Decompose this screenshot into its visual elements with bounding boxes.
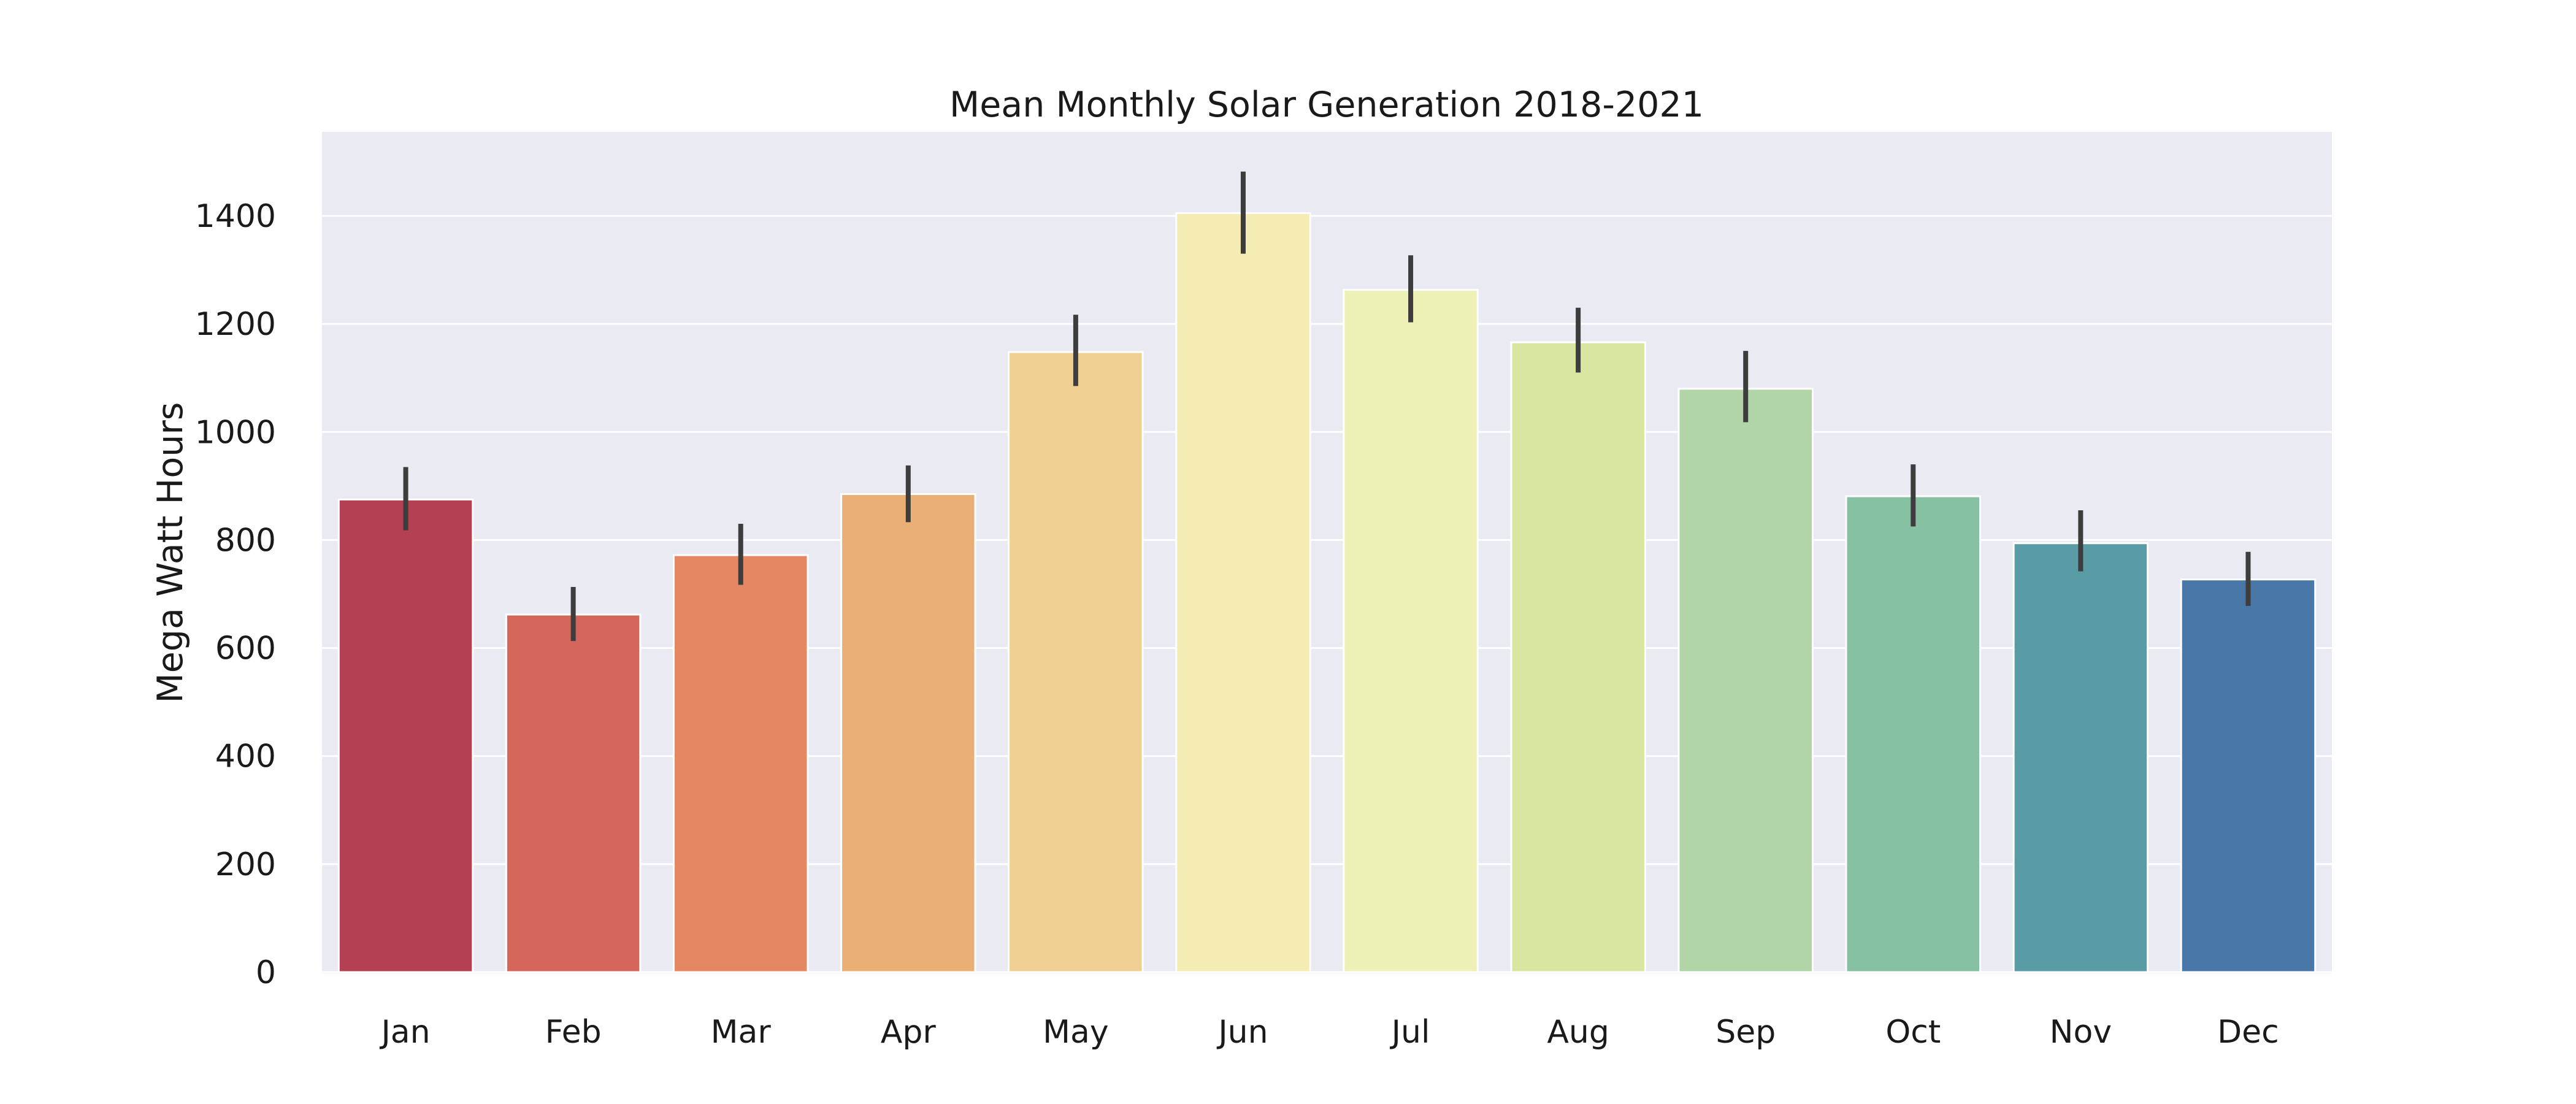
bar-sep — [1677, 388, 1814, 973]
y-tick-label: 600 — [215, 631, 276, 667]
x-tick-label: Mar — [711, 1014, 772, 1051]
y-tick-label: 1200 — [195, 306, 276, 343]
x-tick-labels: Jan Feb Mar Apr May Jun Jul Aug Sep Oct Nov Dec — [379, 1014, 2279, 1051]
bar-apr — [840, 493, 976, 973]
x-tick-label: Jun — [1216, 1014, 1268, 1051]
plot-area — [322, 132, 2332, 973]
bar-jan — [337, 498, 474, 973]
bar-dec — [2180, 578, 2317, 973]
x-tick-label: Jan — [379, 1014, 430, 1051]
y-tick-label: 1400 — [195, 198, 276, 235]
x-tick-label: Apr — [881, 1014, 937, 1051]
x-tick-label: Feb — [545, 1014, 602, 1051]
bar-oct — [1845, 495, 1982, 973]
bar-nov — [2012, 542, 2149, 973]
x-tick-label: Sep — [1715, 1014, 1776, 1051]
y-tick-label: 800 — [215, 522, 276, 559]
grid-lines — [322, 215, 2332, 973]
x-tick-label: Oct — [1885, 1014, 1941, 1051]
y-tick-labels: 0 200 400 600 800 1000 1200 1400 — [195, 198, 276, 991]
bar-mar — [672, 554, 809, 973]
x-tick-label: Dec — [2217, 1014, 2279, 1051]
x-tick-label: Nov — [2050, 1014, 2112, 1051]
bar-jul — [1343, 289, 1479, 973]
y-tick-label: 200 — [215, 846, 276, 883]
x-tick-label: Jul — [1390, 1014, 1430, 1051]
bar-feb — [505, 613, 642, 973]
bar-aug — [1510, 341, 1646, 973]
x-tick-label: Aug — [1547, 1014, 1609, 1051]
x-tick-label: May — [1043, 1014, 1109, 1051]
y-tick-label: 0 — [256, 954, 276, 991]
y-tick-label: 1000 — [195, 414, 276, 451]
y-axis-label: Mega Watt Hours — [150, 402, 191, 703]
y-tick-label: 400 — [215, 738, 276, 775]
chart-title: Mean Monthly Solar Generation 2018-2021 — [949, 85, 1704, 125]
bar-jun — [1175, 212, 1311, 973]
error-bars — [403, 171, 2251, 642]
bar-may — [1008, 351, 1144, 973]
bars — [337, 212, 2317, 973]
